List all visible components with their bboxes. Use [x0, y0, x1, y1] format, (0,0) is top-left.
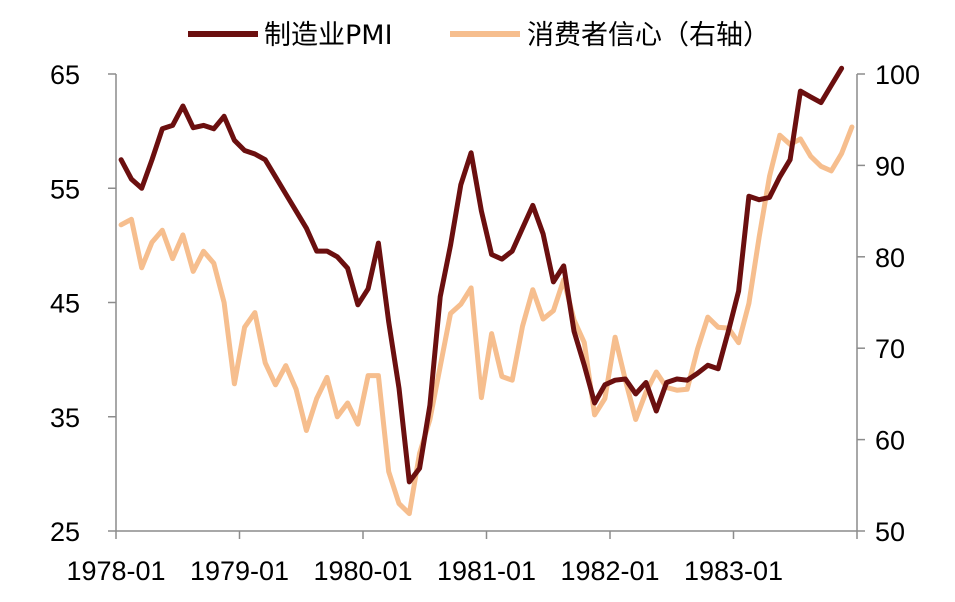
- x-tick-label: 1981-01: [437, 556, 536, 586]
- legend: 制造业PMI 消费者信心（右轴）: [188, 20, 770, 51]
- right-tick-label: 80: [875, 243, 905, 273]
- series-line-pmi: [118, 65, 845, 485]
- series-layer: [118, 65, 855, 517]
- x-tick-label: 1982-01: [560, 556, 659, 586]
- x-tick-label: 1983-01: [684, 556, 783, 586]
- x-axis-ticks: 1978-01 1979-01 1980-01 1981-01 1982-01 1983-…: [66, 531, 858, 586]
- x-tick-label: 1980-01: [313, 556, 412, 586]
- left-tick-label: 25: [50, 517, 80, 547]
- left-tick-label: 35: [50, 403, 80, 433]
- left-tick-label: 65: [50, 60, 80, 90]
- x-tick-label: 1979-01: [190, 556, 289, 586]
- legend-label-confidence: 消费者信心（右轴）: [527, 20, 770, 51]
- left-axis-ticks: 65 55 45 35 25: [50, 60, 116, 547]
- left-tick-label: 55: [50, 174, 80, 204]
- right-tick-label: 60: [875, 426, 905, 456]
- legend-label-pmi: 制造业PMI: [264, 20, 393, 51]
- right-axis-ticks: 100 90 80 70 60 50: [857, 60, 920, 547]
- left-tick-label: 45: [50, 289, 80, 319]
- series-line-consumer-confidence: [118, 124, 855, 517]
- right-tick-label: 100: [875, 60, 920, 90]
- x-tick-label: 1978-01: [66, 556, 165, 586]
- right-tick-label: 90: [875, 151, 905, 181]
- right-tick-label: 50: [875, 517, 905, 547]
- right-tick-label: 70: [875, 334, 905, 364]
- axes: [115, 74, 858, 532]
